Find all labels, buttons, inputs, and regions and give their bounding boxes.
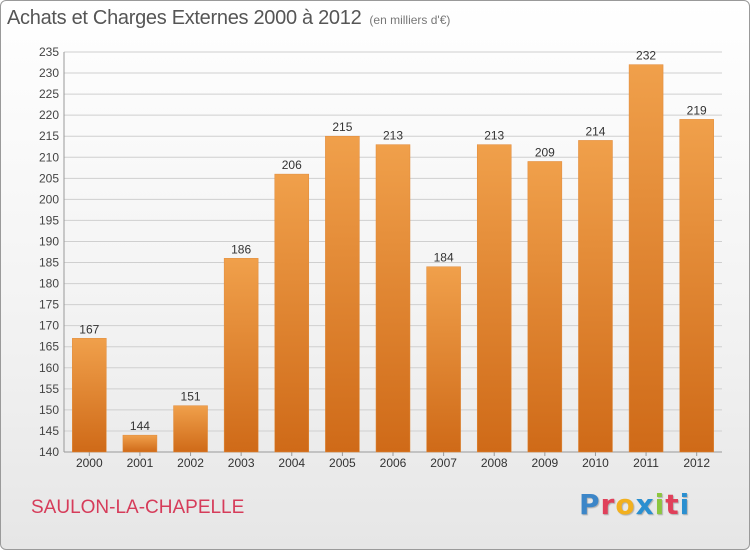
bar-2011 [628, 64, 664, 453]
x-tick-label-2004: 2004 [278, 456, 305, 470]
y-tick-label: 160 [39, 361, 59, 375]
data-label-2005: 215 [332, 120, 352, 134]
logo-letter: P [579, 488, 601, 521]
chart-unit: (en milliers d'€) [369, 13, 451, 27]
data-label-2004: 206 [282, 158, 302, 172]
logo-letter: t [665, 488, 680, 521]
y-tick-label: 175 [39, 298, 59, 312]
y-tick-label: 225 [39, 87, 59, 101]
bar-2000 [72, 338, 107, 453]
data-label-2003: 186 [231, 242, 251, 256]
y-tick-label: 190 [39, 234, 59, 248]
y-tick-label: 235 [39, 45, 59, 59]
x-tick-label-2007: 2007 [430, 456, 457, 470]
bar-2007 [426, 266, 461, 453]
y-tick-label: 195 [39, 213, 59, 227]
x-tick-label-2008: 2008 [481, 456, 508, 470]
x-tick-label-2001: 2001 [127, 456, 154, 470]
bar-2012 [679, 119, 714, 453]
y-tick-label: 155 [39, 382, 59, 396]
y-tick-label: 220 [39, 108, 59, 122]
data-label-2012: 219 [687, 103, 707, 117]
data-label-2008: 213 [484, 129, 504, 143]
y-tick-label: 170 [39, 319, 59, 333]
y-tick-label: 230 [39, 66, 59, 80]
y-tick-label: 215 [39, 129, 59, 143]
data-label-2009: 209 [535, 145, 555, 159]
x-tick-label-2009: 2009 [531, 456, 558, 470]
data-label-2000: 167 [79, 322, 99, 336]
axes: 1401451501551601651701751801851901952002… [39, 45, 722, 470]
data-label-2010: 214 [585, 124, 605, 138]
data-label-2006: 213 [383, 129, 403, 143]
y-tick-label: 165 [39, 340, 59, 354]
bar-2001 [122, 434, 158, 453]
bar-2010 [578, 140, 613, 453]
logo-letter: i [654, 488, 666, 521]
town-name: SAULON-LA-CHAPELLE [31, 497, 245, 518]
x-tick-label-2011: 2011 [633, 456, 659, 470]
bar-2004 [274, 173, 310, 453]
y-tick-label: 210 [39, 150, 59, 164]
bar-2006 [375, 144, 411, 453]
logo-letter: r [600, 488, 616, 521]
y-tick-label: 150 [39, 403, 59, 417]
x-tick-label-2005: 2005 [329, 456, 356, 470]
data-label-2007: 184 [434, 251, 454, 265]
y-tick-label: 205 [39, 171, 59, 185]
bars [72, 64, 714, 453]
data-label-2001: 144 [130, 419, 150, 433]
y-tick-label: 180 [39, 277, 59, 291]
x-tick-label-2000: 2000 [76, 456, 103, 470]
bar-2008 [476, 144, 512, 453]
bar-2005 [325, 135, 360, 453]
x-tick-label-2003: 2003 [228, 456, 255, 470]
x-tick-label-2002: 2002 [177, 456, 204, 470]
bar-2002 [173, 405, 208, 453]
bar-2009 [527, 161, 563, 453]
logo-letter: i [679, 488, 691, 521]
logo-letter: x [635, 488, 655, 521]
logo-letter: o [615, 488, 636, 521]
y-tick-label: 145 [39, 424, 59, 438]
x-tick-label-2012: 2012 [683, 456, 710, 470]
data-label-2002: 151 [181, 390, 201, 404]
y-tick-label: 140 [39, 445, 59, 459]
x-tick-label-2006: 2006 [380, 456, 407, 470]
data-labels: 167 144 151 186 206 215 213 184 213 209 214 232 219 [79, 49, 707, 434]
proxiti-logo: Proxiti [579, 488, 690, 521]
bar-2003 [223, 258, 259, 453]
chart-title: Achats et Charges Externes 2000 à 2012 (e… [7, 7, 450, 30]
data-label-2011: 232 [636, 49, 656, 63]
y-tick-label: 200 [39, 192, 59, 206]
x-tick-label-2010: 2010 [582, 456, 609, 470]
y-tick-label: 185 [39, 256, 59, 270]
chart-title-text: Achats et Charges Externes 2000 à 2012 [7, 7, 362, 29]
